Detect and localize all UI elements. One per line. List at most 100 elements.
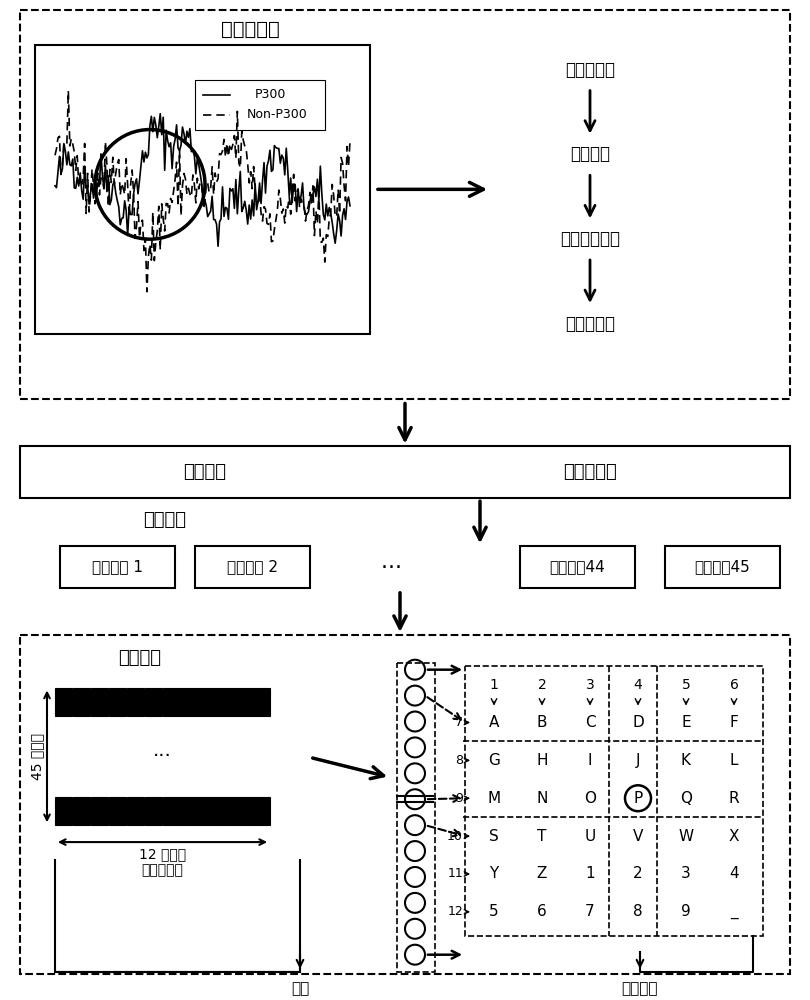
Text: 平均: 平均	[291, 982, 309, 997]
Bar	[195, 546, 310, 588]
Bar	[216, 797, 233, 825]
Text: P300: P300	[254, 88, 286, 101]
Text: 9: 9	[455, 792, 463, 805]
Text: Q: Q	[680, 791, 692, 806]
Text: Non-P300: Non-P300	[246, 108, 307, 121]
Text: 1: 1	[489, 678, 498, 692]
Bar	[109, 797, 126, 825]
Bar	[198, 688, 215, 716]
Text: 网络模型45: 网络模型45	[695, 560, 750, 575]
Text: Z: Z	[537, 866, 548, 881]
Bar	[252, 797, 270, 825]
Text: 2: 2	[538, 678, 547, 692]
Text: S: S	[489, 829, 499, 844]
Text: 45 分类器: 45 分类器	[30, 733, 44, 780]
Text: N: N	[536, 791, 548, 806]
Text: D: D	[632, 715, 644, 730]
Text: 6: 6	[730, 678, 739, 692]
Text: O: O	[584, 791, 596, 806]
Bar	[55, 797, 72, 825]
Text: T: T	[537, 829, 547, 844]
Bar	[60, 546, 175, 588]
Bar	[163, 797, 180, 825]
Text: E: E	[681, 715, 691, 730]
Text: J: J	[636, 753, 640, 768]
Text: W: W	[679, 829, 693, 844]
FancyBboxPatch shape	[397, 663, 435, 972]
FancyBboxPatch shape	[20, 10, 790, 399]
Text: 集成平均: 集成平均	[118, 649, 161, 667]
Text: 目标字符: 目标字符	[622, 982, 659, 997]
Bar	[91, 797, 109, 825]
Text: 7: 7	[585, 904, 595, 919]
Text: 5: 5	[682, 678, 690, 692]
Bar	[665, 546, 780, 588]
Text: F: F	[730, 715, 739, 730]
Bar	[126, 688, 144, 716]
Text: 滑动平均滤波: 滑动平均滤波	[560, 230, 620, 248]
Bar	[144, 688, 162, 716]
Text: K: K	[681, 753, 691, 768]
Text: H: H	[536, 753, 548, 768]
Text: A: A	[488, 715, 499, 730]
Text: 10: 10	[447, 830, 463, 843]
Text: 6: 6	[537, 904, 547, 919]
Text: B: B	[537, 715, 548, 730]
Text: 3: 3	[681, 866, 691, 881]
Text: 7: 7	[455, 716, 463, 729]
Text: U: U	[584, 829, 595, 844]
Bar	[109, 688, 126, 716]
Text: Y: Y	[489, 866, 499, 881]
Text: P: P	[633, 791, 642, 806]
Text: R: R	[729, 791, 740, 806]
Text: X: X	[729, 829, 740, 844]
Bar	[198, 797, 215, 825]
Text: 训练集平衡: 训练集平衡	[565, 315, 615, 333]
Text: 4: 4	[633, 678, 642, 692]
Text: M: M	[488, 791, 501, 806]
Text: 网络模型44: 网络模型44	[550, 560, 605, 575]
Text: 8: 8	[455, 754, 463, 767]
Text: 11: 11	[447, 867, 463, 880]
Text: 3: 3	[586, 678, 595, 692]
Bar	[144, 797, 162, 825]
Bar	[252, 688, 270, 716]
Text: _: _	[730, 904, 738, 919]
Text: 2: 2	[633, 866, 643, 881]
Bar	[126, 797, 144, 825]
Bar	[181, 797, 198, 825]
Bar	[55, 688, 72, 716]
Bar	[520, 546, 635, 588]
FancyBboxPatch shape	[465, 666, 763, 936]
Text: ···: ···	[381, 558, 409, 578]
Text: 4: 4	[729, 866, 739, 881]
Bar	[35, 45, 370, 334]
FancyBboxPatch shape	[20, 635, 790, 974]
Text: 12: 12	[447, 905, 463, 918]
Text: 5: 5	[489, 904, 499, 919]
Text: 特征提取: 特征提取	[184, 463, 227, 481]
Text: L: L	[730, 753, 738, 768]
Text: 网络模型 1: 网络模型 1	[92, 560, 143, 575]
Text: 9: 9	[681, 904, 691, 919]
Bar	[195, 80, 325, 130]
Text: 带通滤波: 带通滤波	[570, 145, 610, 163]
Text: V: V	[633, 829, 643, 844]
Text: ···: ···	[153, 747, 172, 766]
Text: 12 行和列
分类器分数: 12 行和列 分类器分数	[139, 847, 186, 877]
Bar	[163, 688, 180, 716]
Bar	[216, 688, 233, 716]
Text: G: G	[488, 753, 500, 768]
Text: 8: 8	[633, 904, 643, 919]
Bar	[91, 688, 109, 716]
Text: 网络模型 2: 网络模型 2	[227, 560, 278, 575]
Bar	[73, 797, 91, 825]
Text: 主成分分析: 主成分分析	[563, 463, 617, 481]
Text: I: I	[588, 753, 592, 768]
Text: C: C	[585, 715, 595, 730]
Text: 数据预处理: 数据预处理	[220, 20, 279, 39]
Bar	[20, 446, 790, 498]
Bar	[73, 688, 91, 716]
Text: 识别分类: 识别分类	[143, 511, 186, 529]
Text: 时间窗截取: 时间窗截取	[565, 61, 615, 79]
